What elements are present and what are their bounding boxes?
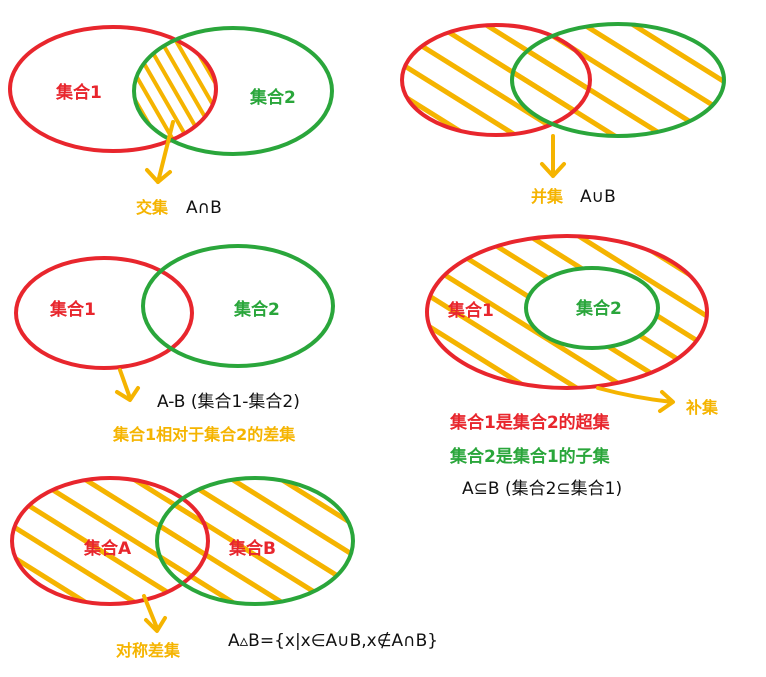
symmetric-hatch-a	[12, 478, 208, 604]
arrow-down-icon	[115, 368, 140, 402]
set1-label: 集合1	[447, 300, 494, 321]
union-name: 并集	[531, 187, 564, 206]
union-hatch-b	[512, 24, 724, 136]
intersection-hatch	[134, 28, 216, 151]
subset-formula: A⊆B (集合2⊆集合1)	[462, 479, 622, 499]
intersection-name: 交集	[136, 198, 169, 217]
arrow-right-icon	[596, 386, 675, 413]
union-formula: A∪B	[580, 187, 616, 207]
set-b-label: 集合B	[228, 538, 276, 559]
union-diagram: 并集 A∪B	[400, 22, 726, 207]
arrow-down-icon	[540, 134, 566, 178]
intersection-diagram: 集合1 集合2 交集 A∩B	[8, 25, 334, 218]
set1-circle	[14, 256, 194, 370]
set-b-circle	[155, 476, 355, 606]
arrow-down-icon	[142, 594, 167, 633]
set1-label: 集合1	[55, 82, 102, 103]
subset-text: 集合2是集合1的子集	[449, 446, 611, 467]
arrow-down-icon	[145, 120, 175, 184]
intersection-formula: A∩B	[186, 198, 222, 218]
complement-diagram: 集合1 集合2 补集 集合1是集合2的超集 集合2是集合1的子集 A⊆B (集合…	[425, 234, 719, 499]
set1-circle	[400, 23, 592, 137]
set2-circle	[524, 266, 660, 350]
complement-name: 补集	[685, 398, 719, 417]
symmetric-hatch-b	[157, 478, 353, 604]
superset-text: 集合1是集合2的超集	[449, 412, 611, 433]
set-a-circle	[10, 476, 210, 606]
set1-circle	[8, 25, 218, 153]
set-a-label: 集合A	[83, 538, 132, 559]
difference-diagram: 集合1 集合2 A-B (集合1-集合2) 集合1相对于集合2的差集	[0, 240, 335, 444]
set1-circle	[425, 234, 709, 390]
difference-description: 集合1相对于集合2的差集	[112, 425, 296, 444]
difference-hatch	[0, 240, 200, 380]
set2-label: 集合2	[575, 298, 622, 319]
symmetric-diagram: 集合A 集合B 对称差集 A▵B={x|x∈A∪B,x∉A∩B}	[10, 476, 438, 660]
set2-circle	[510, 22, 726, 138]
set2-circle	[132, 26, 334, 156]
set1-label: 集合1	[49, 299, 96, 320]
set2-label: 集合2	[249, 87, 296, 108]
set2-inner-mask	[526, 268, 658, 348]
set2-circle	[141, 244, 335, 368]
set2-label: 集合2	[233, 299, 280, 320]
symmetric-formula: A▵B={x|x∈A∪B,x∉A∩B}	[228, 631, 438, 651]
difference-formula: A-B (集合1-集合2)	[157, 392, 300, 412]
symmetric-name: 对称差集	[116, 641, 181, 660]
